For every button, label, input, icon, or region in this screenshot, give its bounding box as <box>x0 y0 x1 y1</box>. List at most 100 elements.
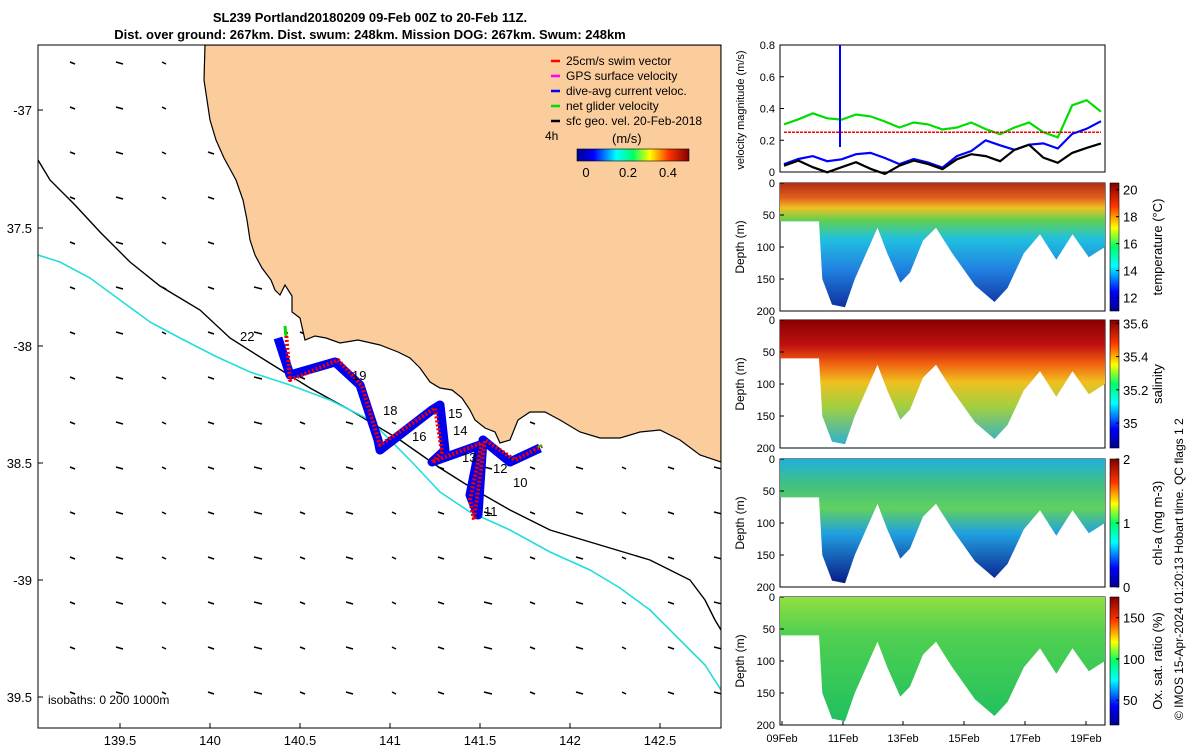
vector-arrow <box>437 601 445 605</box>
depth-axis-label: Depth (m) <box>733 496 747 549</box>
vector-arrow <box>161 241 167 245</box>
depth-tick-label: 100 <box>757 518 775 530</box>
vector-arrow <box>391 466 397 470</box>
vector-arrow <box>391 646 397 650</box>
vector-arrow <box>621 646 627 650</box>
depth-tick-label: 50 <box>763 347 775 359</box>
vector-arrow <box>391 601 397 605</box>
vector-arrow <box>299 511 306 515</box>
vector-arrow <box>207 511 215 515</box>
vector-arrow <box>667 646 675 650</box>
colorbar-tick-label: 35.4 <box>1123 350 1148 365</box>
depth-tick-label: 100 <box>757 656 775 668</box>
vector-arrow <box>161 106 167 110</box>
depth-tick-label: 50 <box>763 210 775 222</box>
vector-arrow <box>69 151 76 155</box>
vector-arrow <box>207 601 215 605</box>
vector-arrow <box>69 556 76 560</box>
depth-tick-label: 150 <box>757 550 775 562</box>
vector-arrow <box>253 376 263 380</box>
vector-arrow <box>207 466 215 470</box>
date-axis: 09Feb 11Feb 13Feb 15Feb 17Feb 19Feb <box>766 721 1102 745</box>
depth-tick-label: 0 <box>769 178 775 190</box>
vector-arrow <box>391 691 397 695</box>
velocity-series-line <box>783 98 1102 139</box>
waypoint-label: 16 <box>412 429 426 444</box>
section-panel-chla: 0 50 100 150 200 Depth (m) 2 1 0 chl-a (mg m-3) <box>733 452 1165 595</box>
velocity-series-line <box>783 120 1102 169</box>
vector-arrow <box>115 646 124 650</box>
waypoint-labels: 22 19 18 16 15 14 13 12 10 11 <box>240 329 527 519</box>
vector-arrow <box>115 556 124 560</box>
map-y-tick-label: 38.5 <box>7 456 32 471</box>
colorbar-tick-label: 20 <box>1123 183 1137 198</box>
vector-arrow <box>115 421 124 425</box>
vector-arrow <box>161 556 167 560</box>
waypoint-label: 14 <box>453 423 467 438</box>
vector-arrow <box>483 511 493 515</box>
chart-title-line2: Dist. over ground: 267km. Dist. swum: 24… <box>114 27 626 42</box>
velocity-y-tick-label: 0.4 <box>760 104 775 116</box>
depth-axis-label: Depth (m) <box>733 220 747 273</box>
vector-arrow <box>529 466 536 470</box>
vector-arrow <box>115 331 124 335</box>
vector-arrow <box>253 331 263 335</box>
vector-arrow <box>161 61 167 65</box>
depth-axis-label: Depth (m) <box>733 357 747 410</box>
map-y-tick-label: -37 <box>13 103 32 118</box>
vector-arrow <box>253 421 263 425</box>
section-colorbar <box>1109 319 1120 449</box>
colorbar-tick-label: 1 <box>1123 516 1130 531</box>
date-tick-label: 19Feb <box>1070 733 1101 745</box>
vector-arrow <box>69 61 76 65</box>
vector-arrow <box>299 556 306 560</box>
vector-arrow <box>483 691 493 695</box>
vector-arrow <box>69 196 76 200</box>
chart-title-line1: SL239 Portland20180209 09-Feb 00Z to 20-… <box>212 10 528 25</box>
vector-arrow <box>69 331 76 335</box>
vector-arrow <box>115 511 124 515</box>
vector-arrow <box>391 556 397 560</box>
depth-tick-label: 150 <box>757 688 775 700</box>
colorbar-tick-label: 2 <box>1123 452 1130 467</box>
vector-arrow <box>437 691 445 695</box>
map-x-tick-label: 140.5 <box>284 733 317 748</box>
map-x-tick-label: 141.5 <box>464 733 497 748</box>
date-tick-label: 09Feb <box>766 733 797 745</box>
vector-arrow <box>161 196 167 200</box>
vector-arrow <box>161 511 167 515</box>
map-y-tick-label: 39.5 <box>7 690 32 705</box>
waypoint-label: 12 <box>493 461 507 476</box>
vector-arrow <box>437 556 445 560</box>
depth-tick-label: 150 <box>757 274 775 286</box>
legend-label: sfc geo. vel. 20-Feb-2018 <box>566 114 702 128</box>
vector-arrow <box>299 466 306 470</box>
waypoint-label: 19 <box>352 368 366 383</box>
vector-arrow <box>667 601 675 605</box>
vector-arrow <box>115 466 124 470</box>
vector-arrow <box>345 421 354 425</box>
vector-arrow <box>575 556 584 560</box>
colorbar-tick-label: 0.4 <box>659 165 677 180</box>
colorbar-tick-label: 12 <box>1123 291 1137 306</box>
section-field <box>780 320 1105 445</box>
vector-arrow <box>575 646 584 650</box>
vector-arrow <box>115 61 124 65</box>
velocity-y-tick-label: 0.2 <box>760 135 775 147</box>
depth-tick-label: 100 <box>757 379 775 391</box>
velocity-y-tick-label: 0.6 <box>760 72 775 84</box>
section-panel-oxygen: 0 50 100 150 200 Depth (m) 150 100 50 Ox. sat. ra… <box>733 592 1165 732</box>
vector-arrow <box>253 511 263 515</box>
vector-arrow <box>391 421 397 425</box>
waypoint-label: 13 <box>462 450 476 465</box>
time-label: 4h <box>545 129 558 143</box>
vector-arrow <box>437 646 445 650</box>
section-panel-temperature: 0 50 100 150 200 Depth (m) 20 18 16 14 12 temperatu… <box>733 178 1165 318</box>
vector-arrow <box>207 331 215 335</box>
map-frame <box>37 44 722 729</box>
vector-arrow <box>161 601 167 605</box>
map-y-tick-label: -38 <box>13 339 32 354</box>
depth-tick-label: 100 <box>757 242 775 254</box>
vector-arrow <box>575 601 584 605</box>
